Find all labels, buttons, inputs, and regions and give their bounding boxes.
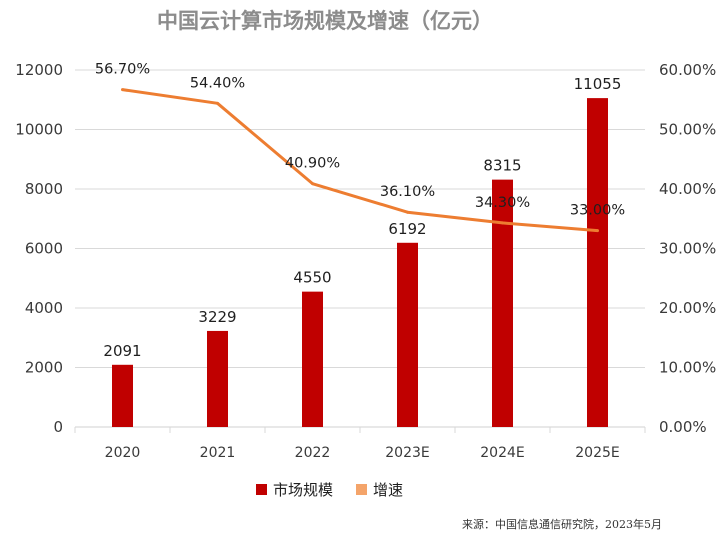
legend-label-growth: 增速 xyxy=(373,481,403,499)
bar xyxy=(302,291,323,427)
legend-swatch-market-size xyxy=(256,484,267,495)
x-tick-label: 2024E xyxy=(480,445,524,461)
line-point xyxy=(596,229,599,233)
line-point xyxy=(121,88,124,92)
bar-value-label: 4550 xyxy=(293,269,331,287)
x-tick-label: 2022 xyxy=(295,445,331,461)
y-left-tick-label: 0 xyxy=(53,418,63,436)
x-tick-label: 2021 xyxy=(200,445,236,461)
legend: 市场规模 增速 xyxy=(256,481,403,499)
source-note: 来源：中国信息通信研究院，2023年5月 xyxy=(462,517,662,531)
y-right-tick-label: 40.00% xyxy=(659,180,716,198)
growth-line xyxy=(122,88,598,233)
line-value-label: 36.10% xyxy=(380,184,435,200)
bar-value-label: 11055 xyxy=(574,75,622,93)
y-right-tick-label: 30.00% xyxy=(659,240,716,258)
y-right-tick-label: 0.00% xyxy=(659,418,707,436)
legend-label-market-size: 市场规模 xyxy=(273,481,333,499)
y-left-tick-label: 2000 xyxy=(25,359,63,377)
line-value-label: 33.00% xyxy=(570,203,625,219)
chart-title: 中国云计算市场规模及增速（亿元） xyxy=(157,8,493,33)
y-right-tick-label: 50.00% xyxy=(659,121,716,139)
x-tick-label: 2020 xyxy=(105,445,141,461)
bar xyxy=(207,330,228,427)
y-left-tick-label: 12000 xyxy=(15,61,63,79)
left-axis: 0 2000 4000 6000 8000 10000 12000 xyxy=(15,61,63,436)
legend-swatch-growth xyxy=(356,484,367,495)
x-tick-label: 2025E xyxy=(575,445,619,461)
bar-value-label: 6192 xyxy=(388,220,426,238)
data-labels: 2091 3229 4550 6192 8315 11055 56.70% 54.40% 40.… xyxy=(95,62,625,360)
line-value-label: 40.90% xyxy=(285,156,340,172)
line-series xyxy=(121,88,599,233)
bar-value-label: 3229 xyxy=(198,308,236,326)
bar xyxy=(492,179,513,427)
bar xyxy=(397,242,418,427)
bar-value-label: 8315 xyxy=(483,157,521,175)
bar-series xyxy=(112,98,608,428)
bar xyxy=(112,364,133,427)
gridlines xyxy=(75,69,645,368)
line-value-label: 54.40% xyxy=(190,75,245,91)
line-value-label: 34.30% xyxy=(475,195,530,211)
bar-value-label: 2091 xyxy=(103,342,141,360)
line-point xyxy=(311,182,314,186)
line-point xyxy=(501,221,504,225)
y-left-tick-label: 10000 xyxy=(15,121,63,139)
bar xyxy=(587,98,608,428)
right-axis: 0.00% 10.00% 20.00% 30.00% 40.00% 50.00% 60.00… xyxy=(659,61,716,436)
y-right-tick-label: 60.00% xyxy=(659,61,716,79)
x-axis: 2020 2021 2022 2023E 2024E 2025E xyxy=(74,426,646,461)
x-tick-label: 2023E xyxy=(385,445,429,461)
y-left-tick-label: 8000 xyxy=(25,180,63,198)
y-right-tick-label: 20.00% xyxy=(659,299,716,317)
y-left-tick-label: 6000 xyxy=(25,240,63,258)
y-left-tick-label: 4000 xyxy=(25,299,63,317)
y-right-tick-label: 10.00% xyxy=(659,359,716,377)
line-point xyxy=(216,101,219,105)
line-value-label: 56.70% xyxy=(95,62,150,78)
line-point xyxy=(406,210,409,214)
